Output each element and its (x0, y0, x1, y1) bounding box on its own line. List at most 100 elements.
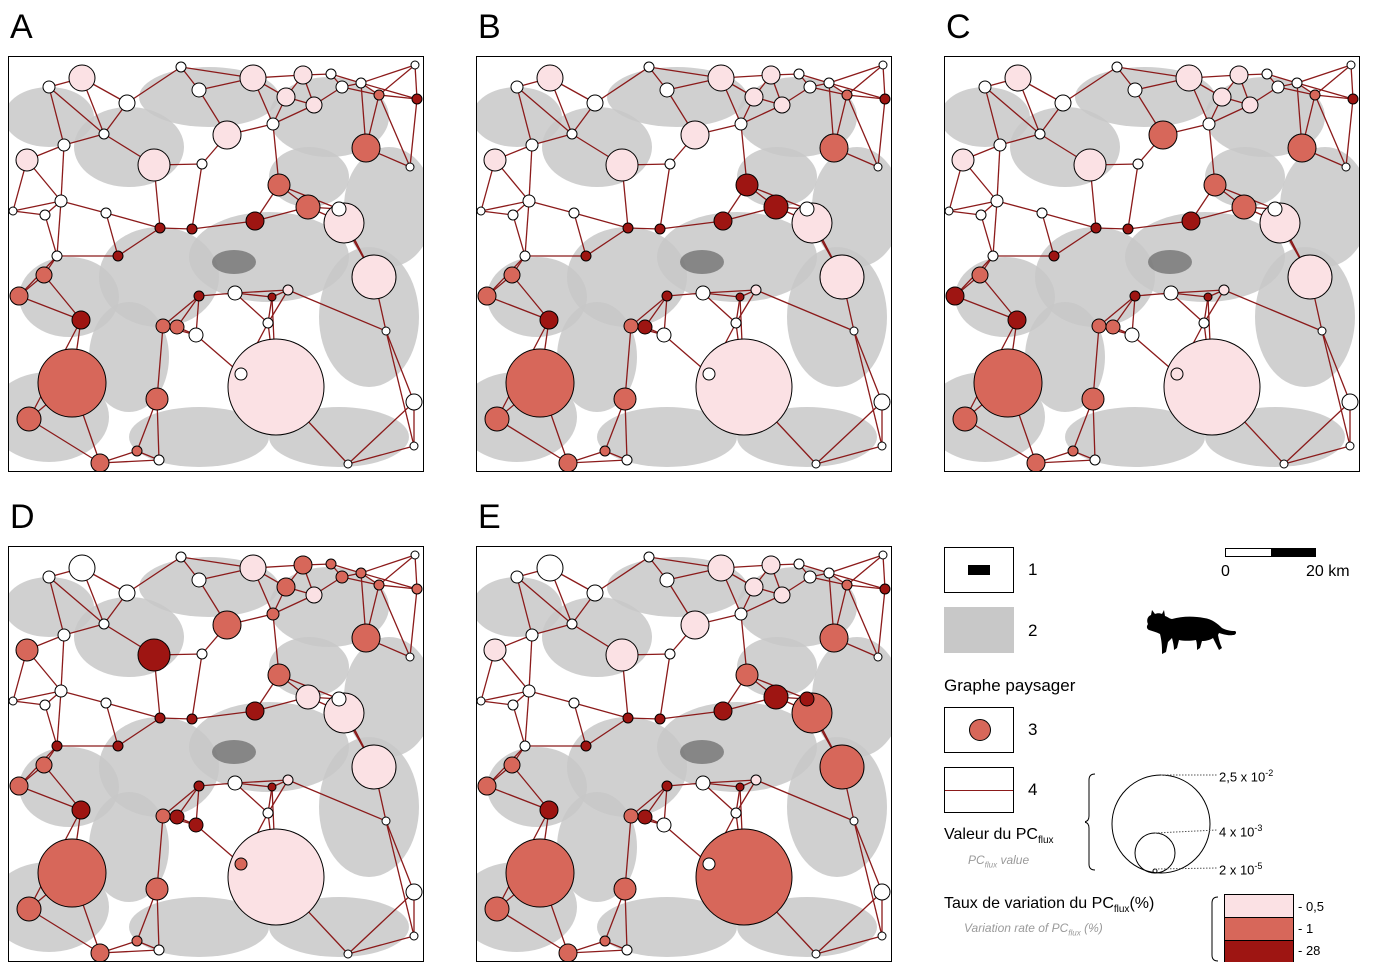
habitat-node (266, 117, 280, 131)
habitat-node (193, 290, 205, 302)
habitat-node (267, 292, 277, 302)
habitat-node (191, 82, 207, 98)
habitat-node (622, 222, 634, 234)
habitat-node (661, 290, 673, 302)
habitat-node (599, 445, 611, 457)
habitat-node (1129, 290, 1141, 302)
habitat-node (811, 459, 821, 469)
graph-edge (1092, 325, 1100, 400)
habitat-node (1026, 453, 1046, 471)
graph-edge (524, 690, 530, 747)
habitat-node (343, 949, 353, 959)
graph-edge (28, 418, 101, 464)
variation-swatch-high (1225, 940, 1293, 962)
scale-bar-white (1225, 548, 1272, 557)
habitat-node (227, 775, 243, 791)
graph-edge (287, 289, 387, 332)
size-circle-large (1111, 774, 1211, 874)
graph-edge (1203, 289, 1225, 324)
habitat-node (978, 80, 992, 94)
habitat-node (16, 406, 42, 432)
graph-edge (156, 325, 164, 400)
habitat-node (558, 943, 578, 961)
habitat-node (212, 610, 242, 640)
map-panel-a (8, 56, 424, 472)
habitat-node (100, 207, 112, 219)
graph-edge (846, 94, 886, 100)
graph-edge (877, 98, 886, 168)
habitat-node (975, 209, 987, 221)
habitat-node (37, 348, 107, 418)
habitat-node (539, 800, 559, 820)
habitat-node (987, 250, 999, 262)
habitat-node (849, 326, 859, 336)
graph-edge (815, 401, 883, 465)
habitat-node (1054, 94, 1072, 112)
legend-graph-title: Graphe paysager (944, 676, 1076, 695)
habitat-node (735, 782, 745, 792)
habitat-node (1203, 292, 1213, 302)
habitat-node (819, 744, 865, 790)
graph-edge (528, 200, 575, 214)
habitat-node (952, 406, 978, 432)
graph-edge (979, 274, 1018, 321)
habitat-node (477, 286, 497, 306)
habitat-node (90, 453, 110, 471)
graph-edge (360, 82, 418, 100)
graph-edge (567, 949, 628, 954)
graph-edge (815, 445, 883, 465)
habitat-node (623, 808, 639, 824)
graph-edge (1127, 220, 1192, 230)
habitat-node (39, 209, 51, 221)
habitat-node (373, 89, 385, 101)
habitat-node (879, 583, 891, 595)
graph-edge (347, 401, 415, 465)
habitat-node (305, 96, 323, 114)
habitat-node (331, 691, 347, 707)
panel-label-b: B (478, 8, 501, 46)
habitat-node (42, 570, 56, 584)
graph-edge (1223, 289, 1323, 332)
graph-edge (846, 584, 879, 658)
habitat-node (819, 133, 849, 163)
graph-edge (414, 64, 418, 100)
habitat-node (1202, 117, 1216, 131)
graph-edge (56, 200, 62, 257)
graph-edge (385, 820, 415, 937)
habitat-node (477, 776, 497, 796)
habitat-node (695, 285, 711, 301)
habitat-node (735, 663, 759, 687)
habitat-node (643, 61, 655, 73)
habitat-node (98, 128, 110, 140)
graph-edge (117, 227, 161, 257)
habitat-node (522, 194, 536, 208)
habitat-node (1212, 87, 1232, 107)
graph-edge (63, 623, 105, 636)
habitat-node (1004, 64, 1032, 92)
habitat-node (841, 89, 853, 101)
graph-edge (815, 891, 883, 955)
legend-item-3-label: 3 (1028, 720, 1038, 739)
habitat-node (613, 387, 637, 411)
habitat-node (951, 148, 975, 172)
graph-edge (378, 94, 418, 100)
graph-edge (191, 220, 256, 230)
habitat-node (680, 120, 710, 150)
habitat-node (410, 60, 420, 70)
habitat-node (1271, 80, 1285, 94)
habitat-node (525, 628, 539, 642)
habitat-node (761, 555, 781, 575)
habitat-node (262, 807, 274, 819)
habitat-node (90, 943, 110, 961)
habitat-node (841, 579, 853, 591)
graph-edge (105, 702, 161, 719)
graph-edge (267, 289, 289, 324)
graph-edge (573, 212, 629, 229)
graph-edge (117, 717, 161, 747)
habitat-node (605, 148, 639, 182)
graph-edge (480, 690, 530, 702)
habitat-node (536, 64, 564, 92)
graph-edge (43, 764, 82, 811)
habitat-node (57, 138, 71, 152)
graph-edge (18, 295, 82, 321)
